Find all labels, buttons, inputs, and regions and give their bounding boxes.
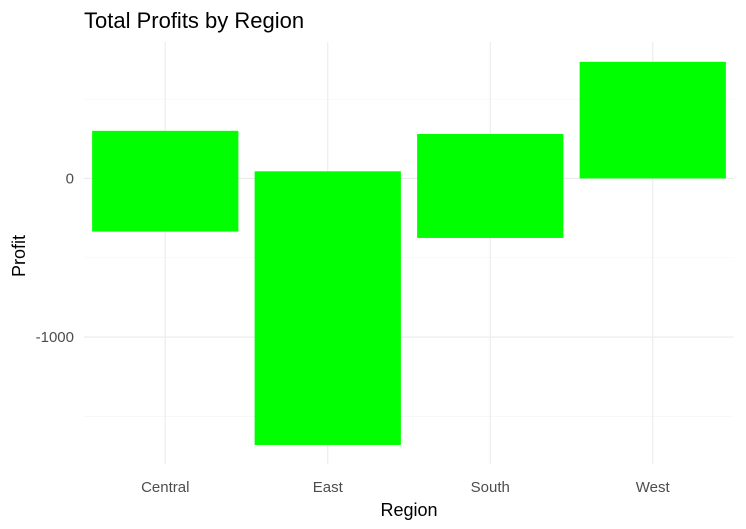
bars: [92, 61, 726, 445]
x-tick-label: South: [471, 479, 510, 496]
x-tick-label: West: [636, 479, 671, 496]
y-tick-label: -1000: [36, 329, 74, 346]
bar-central: [92, 130, 239, 232]
bar-south: [417, 134, 564, 238]
bar-east: [254, 171, 401, 445]
x-tick-label: Central: [141, 479, 189, 496]
y-tick-label: 0: [66, 170, 74, 187]
x-axis-title: Region: [380, 500, 437, 520]
x-tick-label: East: [313, 479, 344, 496]
y-axis-title: Profit: [9, 235, 29, 277]
chart-title: Total Profits by Region: [84, 8, 304, 33]
y-tick-labels: 0 -1000: [36, 170, 74, 346]
bar-west: [579, 61, 726, 179]
x-tick-labels: Central East South West: [141, 479, 670, 496]
